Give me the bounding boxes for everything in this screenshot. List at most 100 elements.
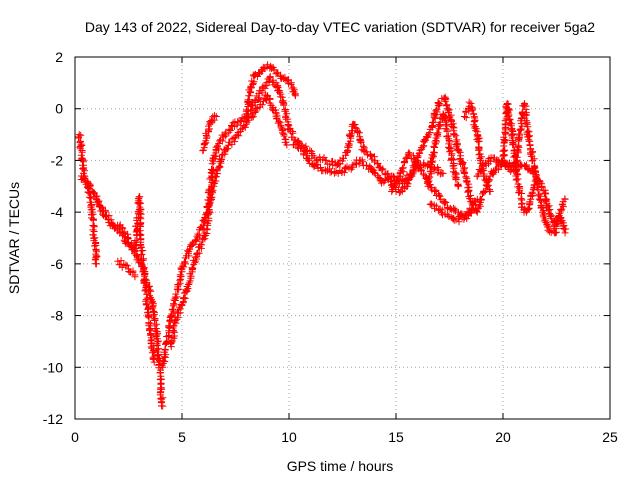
data-point — [405, 149, 413, 157]
data-point — [486, 187, 494, 195]
data-point — [469, 206, 477, 214]
data-point — [92, 260, 100, 268]
data-point-cluster — [492, 156, 506, 168]
y-tick-label: -4 — [51, 204, 64, 220]
data-point-cluster — [148, 300, 161, 333]
data-point-cluster — [251, 83, 267, 104]
data-point — [525, 136, 533, 144]
data-point-cluster — [512, 166, 526, 211]
data-point — [431, 187, 439, 195]
data-point — [159, 363, 167, 371]
data-point-cluster — [242, 84, 255, 118]
data-point-cluster — [551, 207, 565, 237]
data-point-cluster — [77, 154, 89, 175]
data-point-cluster — [141, 287, 154, 333]
data-point-cluster — [75, 131, 86, 156]
data-point-cluster — [266, 73, 278, 89]
data-point-cluster — [272, 112, 290, 146]
data-point-cluster — [90, 234, 101, 268]
data-point — [212, 112, 220, 120]
data-point-cluster — [256, 65, 266, 77]
data-point — [118, 224, 126, 232]
data-point-cluster — [344, 121, 357, 156]
data-point-cluster — [135, 193, 145, 251]
y-axis-label: SDTVAR / TECUs — [6, 182, 22, 294]
data-point — [283, 141, 291, 149]
x-tick-label: 25 — [602, 429, 618, 445]
data-point — [467, 100, 475, 108]
data-point — [114, 257, 122, 265]
data-point-cluster — [441, 95, 455, 125]
data-point-cluster — [532, 168, 545, 210]
data-point-cluster — [167, 285, 181, 321]
data-point-cluster — [106, 220, 124, 232]
data-point-cluster — [242, 105, 260, 126]
data-point-cluster — [233, 122, 249, 140]
plot-border — [74, 56, 611, 420]
data-point-cluster — [326, 165, 340, 177]
data-point-cluster — [468, 103, 482, 139]
data-point-cluster — [520, 101, 533, 141]
data-point — [131, 273, 139, 281]
data-point — [538, 203, 546, 211]
data-point-cluster — [388, 172, 404, 194]
data-point-cluster — [222, 134, 239, 154]
data-point — [150, 358, 158, 366]
y-tick-label: -8 — [51, 308, 64, 324]
data-point-cluster — [115, 257, 131, 271]
data-point — [251, 97, 259, 105]
data-point-cluster — [137, 247, 150, 292]
data-point-cluster — [371, 158, 389, 179]
x-tick-label: 20 — [495, 429, 511, 445]
data-point-cluster — [439, 111, 456, 158]
data-point-cluster — [199, 119, 214, 155]
data-point — [443, 211, 451, 219]
data-point-cluster — [396, 150, 412, 176]
data-point-cluster — [158, 339, 171, 370]
data-point — [439, 169, 447, 177]
data-point-cluster — [178, 241, 196, 271]
data-point-cluster — [167, 319, 180, 348]
data-point-cluster — [403, 162, 420, 190]
data-point-cluster — [423, 142, 438, 189]
data-point-cluster — [290, 140, 306, 152]
y-tick-label: -2 — [51, 152, 64, 168]
data-point-cluster — [462, 209, 475, 223]
data-point-cluster — [556, 214, 570, 233]
data-point — [142, 286, 150, 294]
data-point-cluster — [414, 159, 430, 182]
data-point-cluster — [211, 137, 224, 160]
data-point-cluster — [252, 69, 262, 80]
data-point-cluster — [261, 63, 271, 73]
data-point — [225, 125, 233, 133]
data-point-cluster — [266, 62, 277, 72]
axis-ticks: 0 5 10 15 20 25 -12 -10 -8 -6 -4 -2 0 2 — [43, 49, 618, 445]
x-tick-label: 0 — [71, 429, 79, 445]
data-point — [431, 164, 439, 172]
x-tick-label: 10 — [281, 429, 297, 445]
data-point — [454, 182, 462, 190]
data-point — [460, 112, 468, 120]
data-point-cluster — [367, 164, 384, 184]
data-point-cluster — [501, 162, 515, 175]
y-tick-label: 2 — [55, 49, 63, 65]
data-point-cluster — [193, 232, 209, 258]
data-point-cluster — [503, 101, 516, 132]
data-points — [75, 61, 570, 410]
data-point — [334, 169, 342, 177]
data-point-cluster — [511, 126, 524, 166]
data-point — [291, 92, 299, 100]
data-point-cluster — [462, 98, 473, 122]
data-point — [561, 229, 569, 237]
data-point-cluster — [272, 81, 287, 105]
data-point-cluster — [360, 147, 378, 163]
data-point-cluster — [156, 385, 167, 410]
data-point-cluster — [189, 223, 208, 247]
data-point-cluster — [119, 224, 138, 254]
data-point-cluster — [201, 189, 217, 237]
data-point — [311, 154, 319, 162]
data-point-cluster — [448, 120, 461, 153]
data-point-cluster — [523, 198, 534, 214]
y-tick-label: -12 — [43, 411, 63, 427]
